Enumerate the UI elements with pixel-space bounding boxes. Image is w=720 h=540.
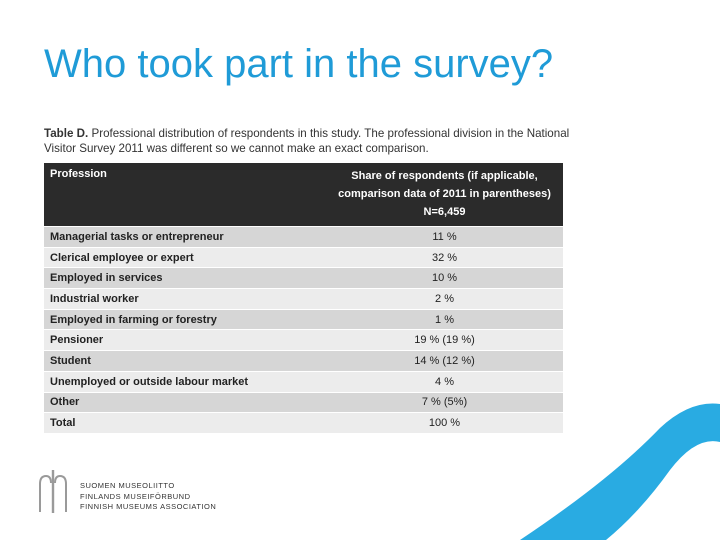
table-row: Industrial worker 2 % [44,288,563,310]
profession-table: Profession Share of respondents (if appl… [44,163,563,433]
row-profession: Student [44,350,326,372]
table-row-total: Total 100 % [44,412,563,433]
row-profession: Clerical employee or expert [44,246,326,268]
row-profession: Managerial tasks or entrepreneur [44,226,326,248]
header-profession: Profession [50,168,107,180]
table-caption: Table D. Professional distribution of re… [44,126,574,156]
table-caption-label: Table D. [44,127,89,140]
row-share: 10 % [326,267,563,289]
organization-line-3: FINNISH MUSEUMS ASSOCIATION [80,502,217,511]
table-row: Employed in services 10 % [44,267,563,289]
row-profession: Total [44,412,326,433]
organization-name: SUOMEN MUSEOLIITTO FINLANDS MUSEIFÖRBUND… [80,481,216,513]
row-profession: Employed in farming or forestry [44,308,326,330]
organization-line-2: FINLANDS MUSEIFÖRBUND [80,491,191,501]
table-header-row: Profession Share of respondents (if appl… [44,163,563,227]
table-caption-text: Professional distribution of respondents… [44,127,570,155]
row-profession: Employed in services [44,267,326,289]
organization-line-1: SUOMEN MUSEOLIITTO [80,481,175,490]
table-row: Employed in farming or forestry 1 % [44,308,563,330]
header-share-line2: comparison data of 2011 in parentheses) [338,188,551,200]
row-share: 11 % [326,226,563,248]
row-share: 19 % (19 %) [326,329,563,351]
row-share: 7 % (5%) [326,391,563,413]
header-share-line1: Share of respondents (if applicable, [351,170,538,182]
table-row: Unemployed or outside labour market 4 % [44,370,563,392]
museum-association-logo-icon [39,470,67,513]
row-profession: Unemployed or outside labour market [44,370,326,392]
row-share: 2 % [326,288,563,310]
row-share: 4 % [326,370,563,392]
table-row: Managerial tasks or entrepreneur 11 % [44,226,563,248]
header-share-line3: N=6,459 [423,206,466,218]
row-profession: Industrial worker [44,288,326,310]
slide-title: Who took part in the survey? [44,42,554,86]
row-share: 32 % [326,246,563,268]
row-profession: Pensioner [44,329,326,351]
row-share: 100 % [326,412,563,433]
table-row: Student 14 % (12 %) [44,350,563,372]
table-row: Other 7 % (5%) [44,391,563,413]
table-row: Clerical employee or expert 32 % [44,246,563,268]
row-profession: Other [44,391,326,413]
table-row: Pensioner 19 % (19 %) [44,329,563,351]
decorative-swoosh [520,403,720,540]
row-share: 1 % [326,308,563,330]
header-share: Share of respondents (if applicable, com… [326,163,563,227]
row-share: 14 % (12 %) [326,350,563,372]
